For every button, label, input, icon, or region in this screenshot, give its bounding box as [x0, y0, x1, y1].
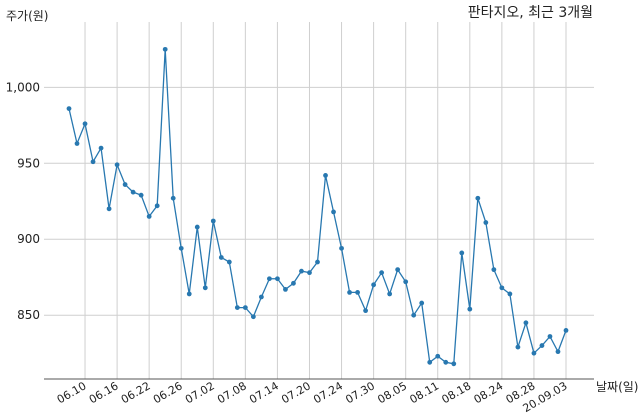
data-point [226, 259, 232, 265]
x-tick-label: 06.22 [119, 379, 153, 406]
y-tick-label: 950 [17, 156, 40, 170]
data-point [443, 359, 449, 365]
data-point [234, 305, 240, 310]
data-point [170, 195, 176, 201]
data-point [90, 159, 96, 165]
x-tick-label: 08.18 [440, 379, 474, 406]
x-tick-label: 06.26 [151, 379, 185, 406]
data-point [138, 192, 144, 198]
data-point [315, 259, 320, 265]
x-tick-label: 07.08 [215, 379, 249, 406]
data-point [403, 279, 409, 285]
x-tick-label: 07.30 [343, 379, 377, 406]
data-point [547, 334, 553, 339]
data-point [435, 353, 441, 359]
data-point [250, 314, 256, 320]
data-point [267, 276, 272, 282]
data-point [475, 195, 481, 201]
y-tick-label: 1,000 [6, 80, 40, 94]
data-point [555, 349, 561, 355]
data-point [66, 106, 72, 111]
data-point [363, 308, 368, 314]
data-point [331, 209, 336, 215]
x-tick-label: 07.14 [247, 379, 281, 406]
data-point [395, 267, 401, 273]
x-tick-label: 07.20 [279, 379, 313, 406]
data-point [74, 141, 80, 146]
data-point [507, 291, 513, 297]
data-point [307, 270, 312, 276]
data-point [539, 343, 545, 348]
data-point [347, 290, 352, 295]
data-point [499, 285, 505, 291]
x-tick-label: 08.11 [407, 379, 441, 406]
data-point [339, 245, 344, 251]
x-axis-label: 날짜(일) [596, 380, 638, 394]
data-point [467, 306, 473, 312]
data-point [563, 327, 569, 333]
x-tick-label: 08.24 [472, 379, 506, 406]
data-point [323, 173, 328, 178]
data-point [355, 290, 360, 295]
data-point [283, 286, 288, 292]
chart-title: 판타지오, 최근 3개월 [468, 5, 593, 21]
data-point [178, 245, 184, 251]
gridlines [44, 22, 594, 379]
data-point [210, 218, 216, 224]
data-point [122, 182, 128, 187]
data-point [451, 361, 457, 367]
data-point [162, 46, 168, 52]
y-tick-label: 900 [17, 232, 40, 246]
y-axis-label: 주가(원) [6, 9, 48, 23]
data-point [411, 312, 417, 318]
data-point [483, 220, 489, 225]
data-point [299, 268, 304, 274]
data-point [114, 162, 120, 168]
data-point [218, 255, 224, 260]
y-tick-label: 850 [17, 308, 40, 322]
data-point [194, 224, 200, 230]
data-point [146, 214, 152, 219]
data-point [202, 285, 208, 291]
data-point [258, 294, 264, 300]
x-tick-label: 07.24 [311, 379, 345, 406]
data-point [242, 305, 248, 310]
data-point [130, 189, 136, 195]
data-point [371, 282, 377, 288]
data-point [531, 350, 537, 356]
data-point [515, 344, 521, 350]
data-point [291, 280, 296, 286]
data-point [523, 320, 529, 326]
data-point [106, 206, 112, 212]
data-point [387, 291, 393, 297]
x-tick-label: 08.05 [375, 379, 409, 406]
data-point [419, 300, 425, 306]
data-point [459, 250, 465, 256]
data-point [491, 267, 497, 273]
x-tick-labels: 06.1006.1606.2206.2607.0207.0807.1407.20… [55, 379, 570, 415]
data-point [82, 121, 88, 127]
data-point [275, 276, 280, 282]
x-tick-label: 07.02 [183, 379, 217, 406]
x-tick-label: 06.16 [87, 379, 121, 406]
x-tick-label: 06.10 [55, 379, 89, 406]
y-tick-labels: 850 900 950 1,000 [6, 80, 40, 322]
data-points [66, 46, 569, 367]
series-line [68, 49, 567, 365]
data-point [98, 145, 104, 151]
data-point [427, 359, 433, 365]
data-point [154, 203, 160, 209]
data-point [186, 291, 192, 297]
data-point [379, 270, 385, 276]
